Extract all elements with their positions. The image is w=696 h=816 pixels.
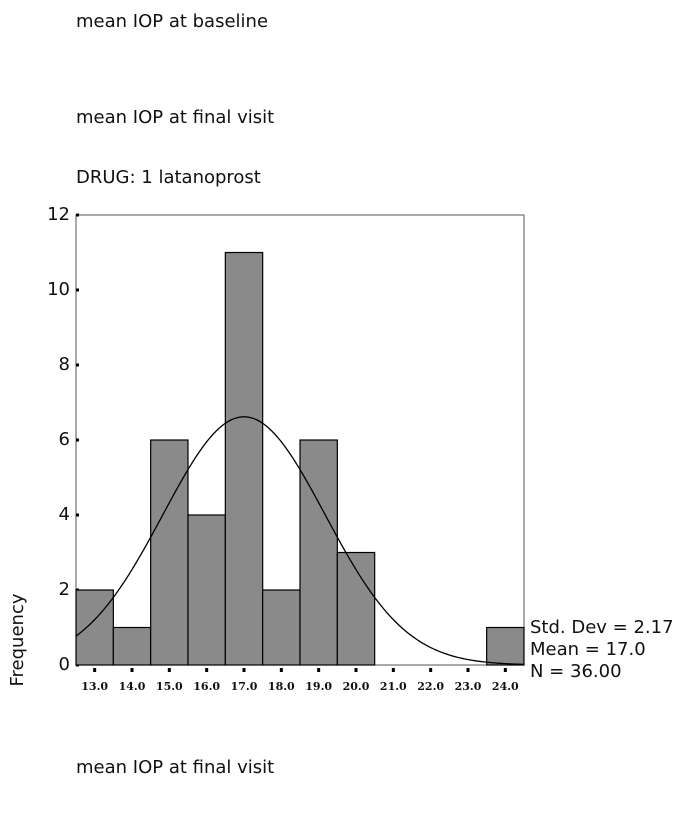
x-tick-label: 16.0 bbox=[193, 680, 220, 693]
bar bbox=[150, 439, 189, 666]
y-tick-label: 4 bbox=[59, 504, 70, 525]
y-tick-label: 8 bbox=[59, 354, 70, 375]
bar bbox=[299, 439, 338, 666]
stat-label: Std. Dev = 2.17 bbox=[530, 617, 674, 638]
y-tick-label: 10 bbox=[47, 279, 70, 300]
bar bbox=[75, 589, 114, 666]
header-line: mean IOP at final visit bbox=[76, 107, 274, 128]
y-tick-label: 2 bbox=[59, 579, 70, 600]
x-tick-label: 22.0 bbox=[417, 680, 444, 693]
normal-curve bbox=[75, 416, 525, 666]
y-tick-label: 12 bbox=[47, 204, 70, 225]
x-tick-label: 17.0 bbox=[231, 680, 258, 693]
bar bbox=[486, 626, 525, 666]
bar bbox=[224, 251, 264, 666]
x-tick-label: 23.0 bbox=[455, 680, 482, 693]
header-line: mean IOP at baseline bbox=[76, 11, 268, 32]
bar bbox=[336, 551, 376, 666]
x-tick-label: 15.0 bbox=[156, 680, 183, 693]
header-line: DRUG: 1 latanoprost bbox=[76, 167, 261, 188]
x-tick-label: 18.0 bbox=[268, 680, 295, 693]
x-tick-label: 14.0 bbox=[119, 680, 146, 693]
y-tick-label: 6 bbox=[59, 429, 70, 450]
y-axis-title: Frequency bbox=[7, 593, 28, 686]
x-tick-label: 24.0 bbox=[492, 680, 519, 693]
y-tick-label: 0 bbox=[59, 654, 70, 675]
stat-label: Mean = 17.0 bbox=[530, 639, 646, 660]
x-tick-label: 21.0 bbox=[380, 680, 407, 693]
bar bbox=[187, 514, 226, 666]
x-tick-label: 13.0 bbox=[81, 680, 108, 693]
stat-label: N = 36.00 bbox=[530, 661, 622, 682]
x-tick-label: 20.0 bbox=[343, 680, 370, 693]
x-axis-title: mean IOP at final visit bbox=[76, 757, 274, 778]
x-tick-label: 19.0 bbox=[305, 680, 332, 693]
bar bbox=[112, 626, 152, 666]
bar bbox=[262, 589, 301, 666]
